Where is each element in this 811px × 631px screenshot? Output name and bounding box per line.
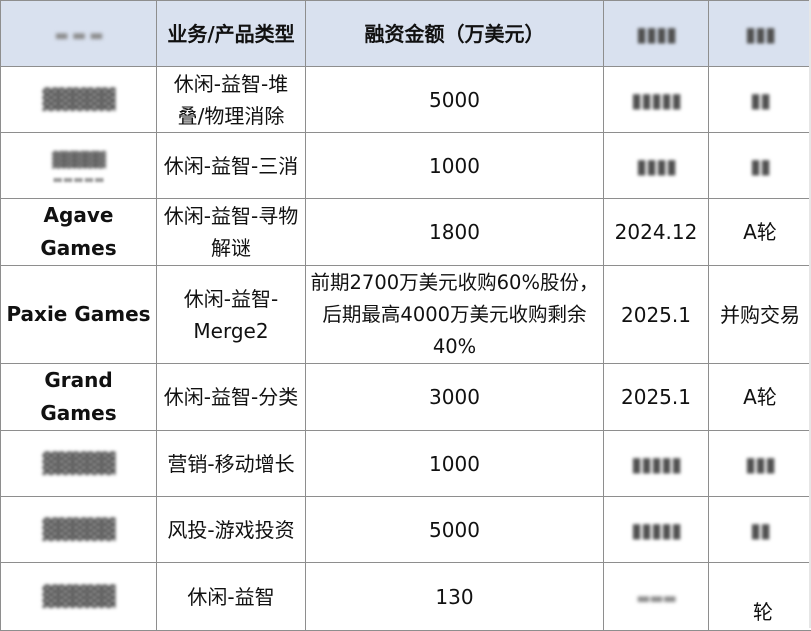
company-cell: Agave Games bbox=[1, 199, 157, 266]
amount-cell: 3000 bbox=[306, 364, 604, 431]
type-cell: 休闲-益智-分类 bbox=[157, 364, 306, 431]
company-cell: ▓▓▓▓▓ ▬▬▬▬▬ bbox=[1, 133, 157, 199]
round-cell: A轮 bbox=[709, 199, 811, 266]
company-cell: ▓▓▓▓▓ bbox=[1, 67, 157, 133]
company-logo-obscured: ▓▓▓▓▓ bbox=[43, 447, 115, 480]
table-row: ▓▓▓▓▓ 休闲-益智-堆叠/物理消除 5000 ▮▮▮▮▮ ▮▮ bbox=[1, 67, 811, 133]
type-cell: 休闲-益智-堆叠/物理消除 bbox=[157, 67, 306, 133]
header-company-obscured: ▬ ▬ ▬ bbox=[55, 19, 103, 51]
round-cell: ▮▮ bbox=[709, 133, 811, 199]
header-date-obscured: ▮▮▮▮ bbox=[636, 18, 676, 50]
type-cell: 休闲-益智-寻物解谜 bbox=[157, 199, 306, 266]
type-cell: 休闲-益智-三消 bbox=[157, 133, 306, 199]
round-cell: A轮 bbox=[709, 364, 811, 431]
table-row: ▓▓▓▓▓ ▬▬▬▬▬ 休闲-益智-三消 1000 ▮▮▮▮ ▮▮ bbox=[1, 133, 811, 199]
date-cell: ▮▮▮▮▮ bbox=[604, 431, 709, 497]
date-obscured: ▬▬▬ bbox=[636, 582, 676, 614]
company-logo-obscured: ▓▓▓▓▓ bbox=[43, 513, 115, 546]
amount-cell: 1800 bbox=[306, 199, 604, 266]
round-cell: 轮 bbox=[709, 563, 811, 631]
company-logo-obscured: ▓▓▓▓▓ bbox=[43, 580, 115, 613]
date-cell: ▮▮▮▮▮ bbox=[604, 67, 709, 133]
date-cell: 2025.1 bbox=[604, 364, 709, 431]
round-text: 轮 bbox=[753, 596, 773, 628]
table-row: ▓▓▓▓▓ 休闲-益智 130 ▬▬▬ 轮 bbox=[1, 563, 811, 631]
amount-cell: 1000 bbox=[306, 133, 604, 199]
header-round-obscured: ▮▮▮ bbox=[745, 18, 775, 50]
header-round: ▮▮▮ bbox=[709, 1, 811, 67]
company-cell: ▓▓▓▓▓ bbox=[1, 563, 157, 631]
table-row: ▓▓▓▓▓ 风投-游戏投资 5000 ▮▮▮▮▮ ▮▮ bbox=[1, 497, 811, 563]
company-logo-obscured: ▓▓▓▓▓ ▬▬▬▬▬ bbox=[52, 150, 105, 190]
table-row: Grand Games 休闲-益智-分类 3000 2025.1 A轮 bbox=[1, 364, 811, 431]
table-row: Agave Games 休闲-益智-寻物解谜 1800 2024.12 A轮 bbox=[1, 199, 811, 266]
date-obscured: ▮▮▮▮▮ bbox=[631, 84, 681, 116]
table-header-row: ▬ ▬ ▬ 业务/产品类型 融资金额（万美元） ▮▮▮▮ ▮▮▮ bbox=[1, 1, 811, 67]
amount-cell: 5000 bbox=[306, 497, 604, 563]
amount-cell: 5000 bbox=[306, 67, 604, 133]
amount-cell: 1000 bbox=[306, 431, 604, 497]
type-cell: 休闲-益智-Merge2 bbox=[157, 266, 306, 364]
date-cell: 2025.1 bbox=[604, 266, 709, 364]
table-row: Paxie Games 休闲-益智-Merge2 前期2700万美元收购60%股… bbox=[1, 266, 811, 364]
header-amount: 融资金额（万美元） bbox=[306, 1, 604, 67]
round-obscured: ▮▮ bbox=[750, 150, 770, 182]
company-logo-obscured: ▓▓▓▓▓ bbox=[43, 83, 115, 116]
round-cell: ▮▮▮ bbox=[709, 431, 811, 497]
date-obscured: ▮▮▮▮ bbox=[636, 150, 676, 182]
header-date: ▮▮▮▮ bbox=[604, 1, 709, 67]
company-cell: ▓▓▓▓▓ bbox=[1, 431, 157, 497]
round-obscured: ▮▮ bbox=[750, 84, 770, 116]
type-cell: 休闲-益智 bbox=[157, 563, 306, 631]
date-obscured: ▮▮▮▮▮ bbox=[631, 448, 681, 480]
round-cell: ▮▮ bbox=[709, 497, 811, 563]
type-cell: 营销-移动增长 bbox=[157, 431, 306, 497]
company-cell: Paxie Games bbox=[1, 266, 157, 364]
company-cell: Grand Games bbox=[1, 364, 157, 431]
date-cell: ▬▬▬ bbox=[604, 563, 709, 631]
round-cell: ▮▮ bbox=[709, 67, 811, 133]
type-cell: 风投-游戏投资 bbox=[157, 497, 306, 563]
amount-cell: 130 bbox=[306, 563, 604, 631]
round-obscured: ▮▮▮ bbox=[745, 448, 775, 480]
date-obscured: ▮▮▮▮▮ bbox=[631, 514, 681, 546]
round-cell: 并购交易 bbox=[709, 266, 811, 364]
date-cell: ▮▮▮▮ bbox=[604, 133, 709, 199]
company-cell: ▓▓▓▓▓ bbox=[1, 497, 157, 563]
header-company: ▬ ▬ ▬ bbox=[1, 1, 157, 67]
table-row: ▓▓▓▓▓ 营销-移动增长 1000 ▮▮▮▮▮ ▮▮▮ bbox=[1, 431, 811, 497]
date-cell: 2024.12 bbox=[604, 199, 709, 266]
amount-cell: 前期2700万美元收购60%股份，后期最高4000万美元收购剩余40% bbox=[306, 266, 604, 364]
date-cell: ▮▮▮▮▮ bbox=[604, 497, 709, 563]
header-type: 业务/产品类型 bbox=[157, 1, 306, 67]
round-obscured: ▮▮ bbox=[750, 514, 770, 546]
